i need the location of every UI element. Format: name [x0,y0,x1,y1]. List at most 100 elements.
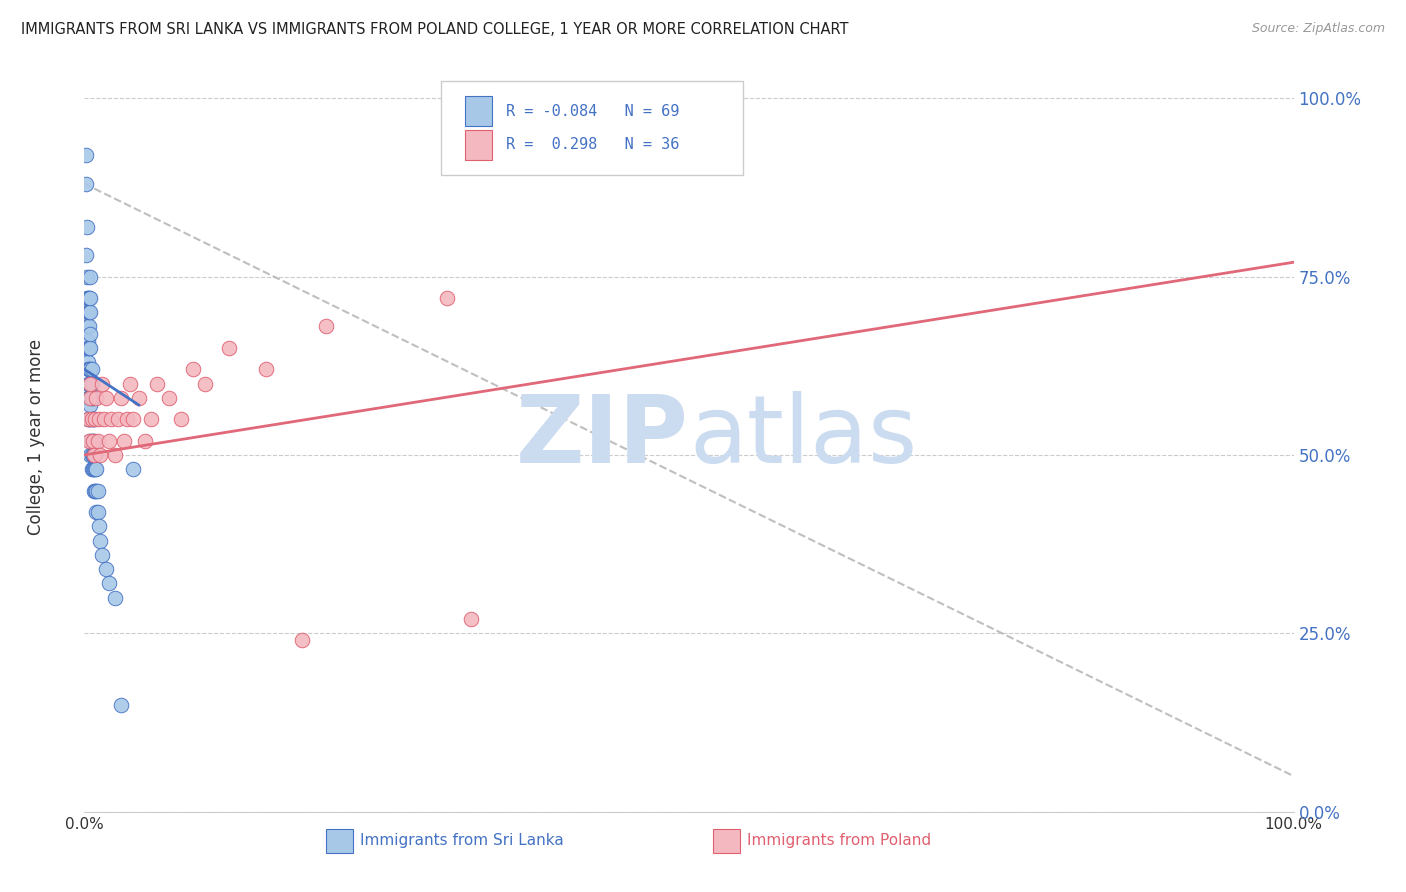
Point [82,434,104,448]
Text: R =  0.298   N = 36: R = 0.298 N = 36 [506,137,679,153]
Point [77,391,100,405]
Point [77,412,100,426]
Point [75,248,97,262]
Point [80,391,103,405]
Point [79,341,101,355]
Point [75,148,97,162]
Text: IMMIGRANTS FROM SRI LANKA VS IMMIGRANTS FROM POLAND COLLEGE, 1 YEAR OR MORE CORR: IMMIGRANTS FROM SRI LANKA VS IMMIGRANTS … [21,22,849,37]
Point [84,412,107,426]
Point [86,391,108,405]
Point [76,219,98,234]
Point [84,448,107,462]
Point [79,412,101,426]
Point [86,434,108,448]
Point [83,448,105,462]
Point [80,376,103,391]
Point [83,448,105,462]
Point [77,391,100,405]
Bar [465,96,492,126]
Point [86,483,108,498]
Point [77,334,100,348]
Point [315,319,337,334]
Point [76,319,98,334]
Point [76,341,98,355]
Point [82,462,104,476]
Point [89,448,111,462]
Point [77,305,100,319]
Point [91,376,114,391]
Text: Immigrants from Sri Lanka: Immigrants from Sri Lanka [360,833,564,848]
Point [104,591,127,605]
Point [128,391,150,405]
Point [254,362,277,376]
Point [83,483,105,498]
Point [87,519,110,533]
Point [91,548,114,562]
Point [80,462,103,476]
Point [77,305,100,319]
Bar [326,829,353,853]
Text: Immigrants from Poland: Immigrants from Poland [747,833,931,848]
Text: ZIP: ZIP [516,391,689,483]
Point [93,412,115,426]
Point [94,562,117,576]
Point [97,576,120,591]
Point [84,462,107,476]
Point [194,376,217,391]
Text: College, 1 year or more: College, 1 year or more [27,339,45,535]
Point [80,412,103,426]
Point [157,391,180,405]
Point [170,412,193,426]
Point [82,412,104,426]
Point [79,305,101,319]
Point [83,434,105,448]
Point [121,462,143,476]
Point [75,177,97,191]
Point [460,612,482,626]
Point [79,269,101,284]
Point [76,291,98,305]
Point [86,505,108,519]
Point [84,483,107,498]
Point [80,412,103,426]
Point [77,362,100,376]
Point [94,391,117,405]
Point [436,291,458,305]
Point [79,391,101,405]
Point [82,448,104,462]
Point [146,376,169,391]
Point [77,291,100,305]
Point [80,362,103,376]
Point [79,448,101,462]
Point [83,462,105,476]
Point [79,434,101,448]
Point [112,434,135,448]
Text: Source: ZipAtlas.com: Source: ZipAtlas.com [1251,22,1385,36]
Point [77,362,100,376]
Point [121,412,143,426]
Point [76,269,98,284]
Point [79,376,101,391]
Point [80,434,103,448]
Point [77,355,100,369]
Point [77,341,100,355]
Point [181,362,204,376]
Text: R = -0.084   N = 69: R = -0.084 N = 69 [506,103,679,119]
Point [86,483,108,498]
Point [139,412,162,426]
Point [79,398,101,412]
Point [79,326,101,341]
Point [87,412,110,426]
Point [110,391,132,405]
FancyBboxPatch shape [441,81,744,175]
Point [77,412,100,426]
Point [104,448,127,462]
Point [83,412,105,426]
Point [77,341,100,355]
Point [86,505,108,519]
Point [291,633,314,648]
Point [120,376,142,391]
Point [80,448,103,462]
Point [82,391,104,405]
Point [77,412,100,426]
